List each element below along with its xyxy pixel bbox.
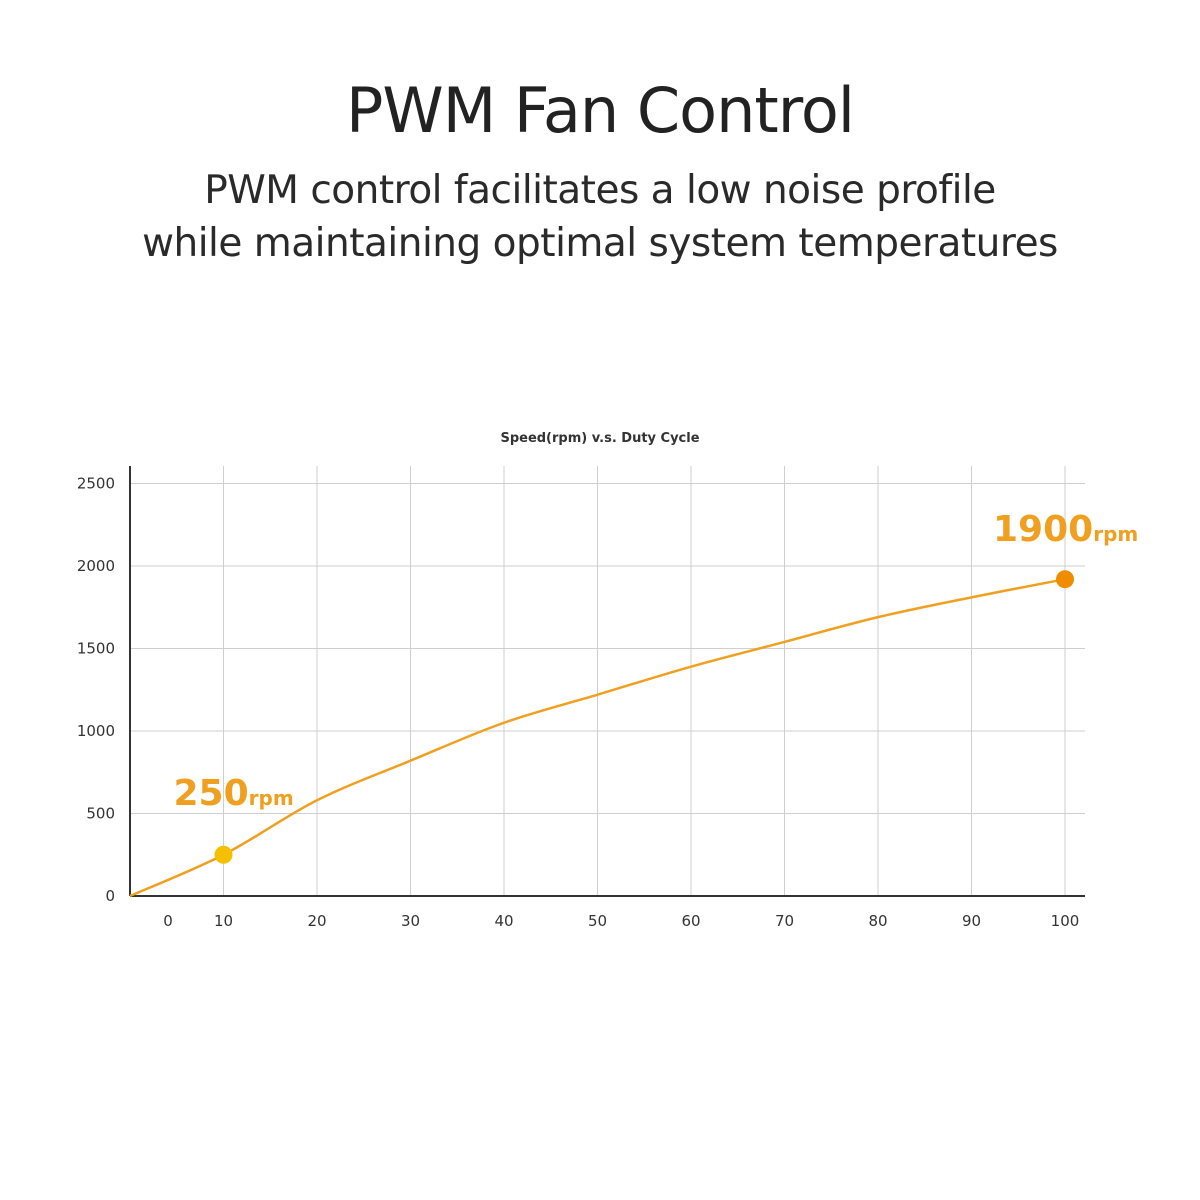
- x-tick-label-80: 80: [868, 912, 887, 930]
- x-tick-label-40: 40: [494, 912, 513, 930]
- y-tick-label-0: 0: [105, 887, 115, 905]
- y-tick-label-1500: 1500: [77, 640, 115, 658]
- callout-value: 250: [174, 773, 249, 814]
- x-tick-label-0: 0: [163, 912, 173, 930]
- x-tick-label-20: 20: [307, 912, 326, 930]
- y-tick-label-2500: 2500: [77, 475, 115, 493]
- x-tick-label-90: 90: [962, 912, 981, 930]
- tick-labels: 0 500 1000 1500 2000 2500 0 10 20 30 40 50 60 70 80 90 1…: [77, 475, 1080, 931]
- x-tick-label-100: 100: [1051, 912, 1080, 930]
- page-title: PWM Fan Control: [346, 74, 855, 147]
- x-tick-label-70: 70: [775, 912, 794, 930]
- y-tick-label-500: 500: [86, 805, 115, 823]
- axes: [129, 466, 1085, 897]
- callout-1900-rpm: 1900rpm: [993, 509, 1138, 550]
- chart-container: Speed(rpm) v.s. Duty Cycle 0 500 1000 1500 2…: [0, 400, 1200, 960]
- x-tick-label-30: 30: [401, 912, 420, 930]
- callout-unit: rpm: [249, 786, 294, 810]
- series-layer: [129, 577, 1066, 898]
- callout-value: 1900: [993, 509, 1093, 550]
- speed-duty-chart: Speed(rpm) v.s. Duty Cycle 0500100015002…: [77, 431, 1138, 931]
- data-point-marker-1900: [1056, 570, 1074, 589]
- data-point-marker-250: [214, 845, 233, 864]
- y-tick-label-1000: 1000: [77, 722, 115, 740]
- callout-unit: rpm: [1093, 522, 1138, 546]
- subtitle-line-1: PWM control facilitates a low noise prof…: [204, 168, 996, 213]
- chart-title: Speed(rpm) v.s. Duty Cycle: [500, 431, 699, 446]
- y-tick-label-2000: 2000: [77, 557, 115, 575]
- subtitle-line-2: while maintaining optimal system tempera…: [142, 221, 1058, 266]
- grid-lines: [130, 466, 1085, 896]
- x-tick-label-60: 60: [681, 912, 700, 930]
- x-tick-label-50: 50: [588, 912, 607, 930]
- series-line-0: [129, 577, 1066, 898]
- callout-250-rpm: 250rpm: [174, 773, 294, 814]
- x-tick-label-10: 10: [214, 912, 233, 930]
